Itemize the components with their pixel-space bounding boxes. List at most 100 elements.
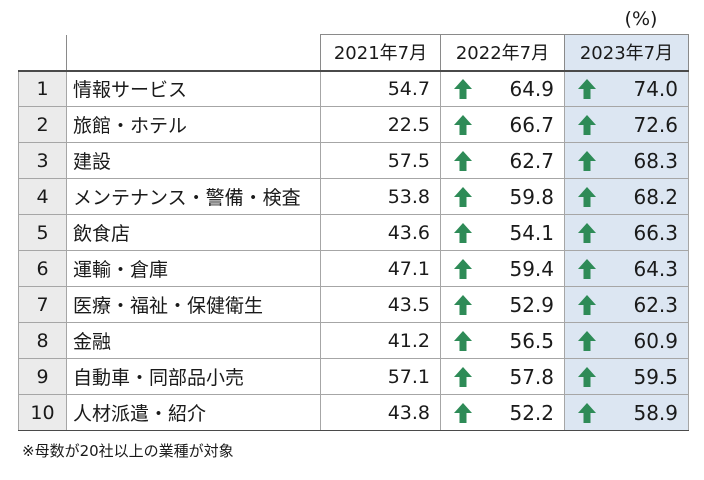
value-text: 74.0 [633, 76, 678, 101]
value-cell-content: 59.5 [566, 359, 688, 394]
up-arrow-icon [453, 114, 473, 136]
value-cell-content: 60.9 [566, 323, 688, 358]
footnote: ※母数が20社以上の業種が対象 [22, 442, 234, 460]
industry-name-cell: 運輸・倉庫 [66, 250, 321, 287]
up-arrow-icon [577, 78, 597, 100]
value-2022-cell: 64.9 [440, 70, 565, 107]
value-2023-cell: 66.3 [564, 214, 689, 251]
value-cell-content: 58.9 [566, 395, 688, 430]
value-2023-cell: 62.3 [564, 286, 689, 323]
up-arrow-icon [577, 402, 597, 424]
up-arrow-icon [453, 150, 473, 172]
industry-ranking-table: 2021年7月 2022年7月 2023年7月 1 情報サービス 54.7 64.9 7… [18, 34, 689, 431]
value-2021-cell: 47.1 [320, 250, 441, 287]
value-2021-cell: 43.6 [320, 214, 441, 251]
table-row: 4 メンテナンス・警備・検査 53.8 59.8 68.2 [18, 178, 689, 215]
value-cell-content: 59.4 [442, 251, 564, 286]
industry-name-cell: 飲食店 [66, 214, 321, 251]
value-2022-cell: 52.2 [440, 394, 565, 431]
value-2022-cell: 66.7 [440, 106, 565, 143]
value-cell-content: 64.3 [566, 251, 688, 286]
value-text: 66.3 [633, 220, 678, 245]
value-cell-content: 68.3 [566, 143, 688, 178]
value-cell-content: 57.8 [442, 359, 564, 394]
value-2021-cell: 54.7 [320, 70, 441, 107]
table-row: 10 人材派遣・紹介 43.8 52.2 58.9 [18, 394, 689, 431]
table-row: 1 情報サービス 54.7 64.9 74.0 [18, 70, 689, 107]
table-row: 9 自動車・同部品小売 57.1 57.8 59.5 [18, 358, 689, 395]
value-2021-cell: 43.8 [320, 394, 441, 431]
up-arrow-icon [453, 186, 473, 208]
value-2023-cell: 68.2 [564, 178, 689, 215]
rank-cell: 1 [18, 70, 67, 107]
table-row: 5 飲食店 43.6 54.1 66.3 [18, 214, 689, 251]
value-text: 72.6 [633, 112, 678, 137]
value-text: 56.5 [509, 328, 554, 353]
value-text: 68.2 [633, 184, 678, 209]
value-2022-cell: 59.4 [440, 250, 565, 287]
up-arrow-icon [577, 222, 597, 244]
rank-cell: 2 [18, 106, 67, 143]
header-2021-jul: 2021年7月 [320, 34, 441, 72]
up-arrow-icon [453, 402, 473, 424]
value-cell-content: 72.6 [566, 107, 688, 142]
value-2022-cell: 56.5 [440, 322, 565, 359]
industry-name-cell: 旅館・ホテル [66, 106, 321, 143]
value-2023-cell: 59.5 [564, 358, 689, 395]
value-cell-content: 66.3 [566, 215, 688, 250]
value-text: 59.8 [509, 184, 554, 209]
industry-name-cell: 金融 [66, 322, 321, 359]
up-arrow-icon [453, 78, 473, 100]
value-2022-cell: 54.1 [440, 214, 565, 251]
value-2021-cell: 43.5 [320, 286, 441, 323]
table-row: 8 金融 41.2 56.5 60.9 [18, 322, 689, 359]
rank-cell: 5 [18, 214, 67, 251]
industry-name-cell: 自動車・同部品小売 [66, 358, 321, 395]
value-text: 60.9 [633, 328, 678, 353]
header-rank-blank [18, 34, 67, 72]
value-2023-cell: 68.3 [564, 142, 689, 179]
value-2023-cell: 64.3 [564, 250, 689, 287]
value-text: 64.9 [509, 76, 554, 101]
value-2023-cell: 58.9 [564, 394, 689, 431]
value-text: 62.3 [633, 292, 678, 317]
value-text: 66.7 [509, 112, 554, 137]
value-cell-content: 66.7 [442, 107, 564, 142]
value-2021-cell: 22.5 [320, 106, 441, 143]
table-row: 3 建設 57.5 62.7 68.3 [18, 142, 689, 179]
table-row: 6 運輸・倉庫 47.1 59.4 64.3 [18, 250, 689, 287]
value-text: 59.4 [509, 256, 554, 281]
rank-cell: 6 [18, 250, 67, 287]
up-arrow-icon [577, 258, 597, 280]
rank-cell: 10 [18, 394, 67, 431]
value-text: 68.3 [633, 148, 678, 173]
table-row: 7 医療・福祉・保健衛生 43.5 52.9 62.3 [18, 286, 689, 323]
header-industry-blank [66, 34, 321, 72]
value-2022-cell: 62.7 [440, 142, 565, 179]
rank-cell: 9 [18, 358, 67, 395]
up-arrow-icon [577, 366, 597, 388]
value-cell-content: 68.2 [566, 179, 688, 214]
up-arrow-icon [453, 258, 473, 280]
up-arrow-icon [577, 330, 597, 352]
value-2021-cell: 57.1 [320, 358, 441, 395]
up-arrow-icon [453, 330, 473, 352]
value-text: 62.7 [509, 148, 554, 173]
value-cell-content: 62.7 [442, 143, 564, 178]
value-cell-content: 52.2 [442, 395, 564, 430]
rank-cell: 3 [18, 142, 67, 179]
header-row: 2021年7月 2022年7月 2023年7月 [18, 34, 689, 72]
up-arrow-icon [453, 366, 473, 388]
value-2023-cell: 74.0 [564, 70, 689, 107]
value-2021-cell: 41.2 [320, 322, 441, 359]
up-arrow-icon [577, 294, 597, 316]
unit-label: (%) [624, 8, 658, 30]
value-2022-cell: 59.8 [440, 178, 565, 215]
table-row: 2 旅館・ホテル 22.5 66.7 72.6 [18, 106, 689, 143]
rank-cell: 8 [18, 322, 67, 359]
value-text: 52.9 [509, 292, 554, 317]
value-text: 54.1 [509, 220, 554, 245]
value-2023-cell: 72.6 [564, 106, 689, 143]
value-cell-content: 54.1 [442, 215, 564, 250]
value-cell-content: 59.8 [442, 179, 564, 214]
